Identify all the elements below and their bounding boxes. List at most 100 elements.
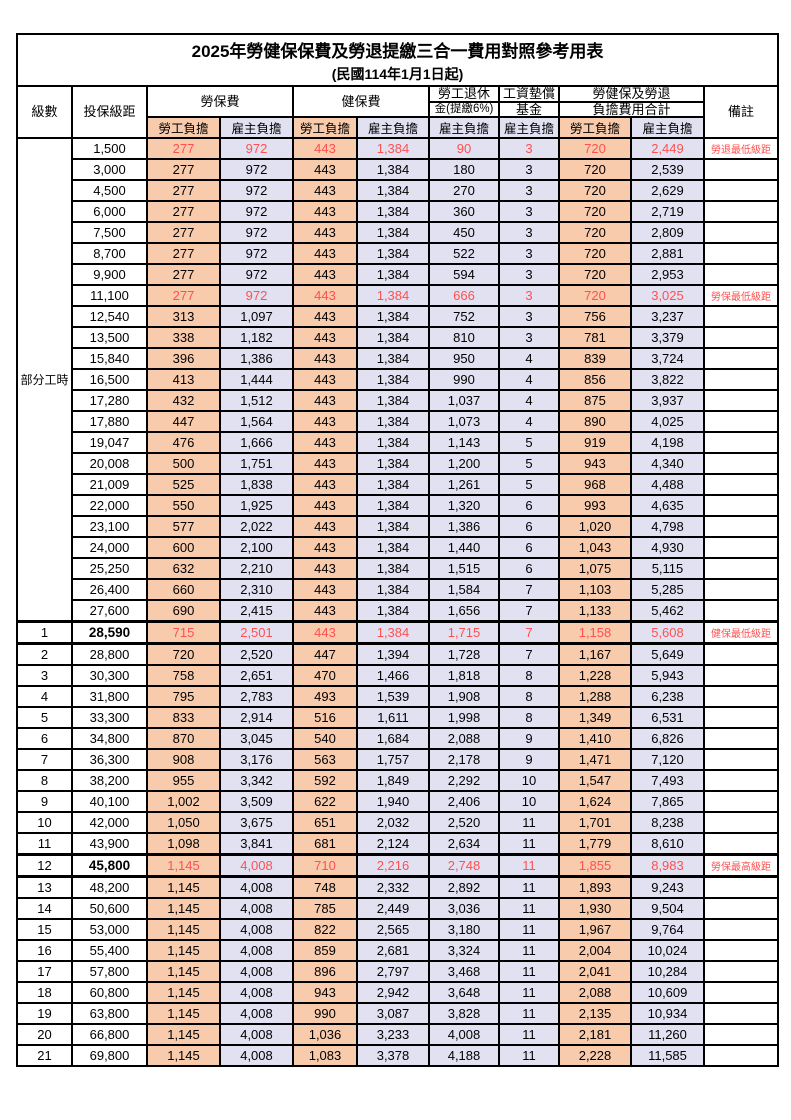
table-row: 10 42,000 1,050 3,675 651 2,032 2,520 11 1,701 8,… (16, 811, 780, 835)
health-employer-cell: 1,384 (356, 326, 430, 350)
total-employer-cell: 7,865 (630, 790, 705, 814)
table-row: 17 57,800 1,145 4,008 896 2,797 3,468 11 2,041 10… (16, 960, 780, 984)
labor-employee-cell: 955 (146, 769, 221, 793)
remark-cell (702, 748, 780, 772)
wage-fund-employer-cell: 8 (498, 664, 560, 688)
total-employer-cell: 2,953 (630, 263, 705, 287)
header-bracket: 投保級距 (71, 84, 148, 140)
labor-employer-cell: 3,045 (219, 727, 294, 751)
total-employee-cell: 1,158 (558, 620, 632, 646)
table-row: 24,000 600 2,100 443 1,384 1,440 6 1,043 4,930 (17, 536, 780, 560)
health-employer-cell: 2,216 (356, 853, 430, 879)
pension-employer-cell: 2,406 (428, 790, 500, 814)
labor-employer-cell: 3,675 (219, 811, 294, 835)
table-row: 7 36,300 908 3,176 563 1,757 2,178 9 1,471 7,120 (16, 748, 780, 772)
health-employee-cell: 443 (292, 389, 358, 413)
wage-fund-employer-cell: 9 (498, 727, 560, 751)
wage-fund-employer-cell: 4 (498, 410, 560, 434)
total-employee-cell: 1,167 (558, 642, 632, 667)
total-employer-cell: 2,719 (630, 200, 705, 224)
header-labor-group: 勞保費 (146, 84, 294, 119)
part-time-label: 部分工時 (16, 137, 73, 623)
pension-employer-cell: 3,828 (428, 1002, 500, 1026)
total-employer-cell: 6,238 (630, 685, 705, 709)
health-employer-cell: 2,942 (356, 981, 430, 1005)
total-employer-cell: 2,629 (630, 179, 705, 203)
table-row: 12,540 313 1,097 443 1,384 752 3 756 3,237 (17, 305, 780, 329)
bracket-cell: 30,300 (71, 664, 148, 688)
bracket-cell: 17,280 (71, 389, 148, 413)
health-employer-cell: 2,332 (356, 875, 430, 900)
health-employer-cell: 1,757 (356, 748, 430, 772)
table-body: 部分工時 1,500 277 972 443 1,384 90 3 720 2,449 勞退最低級距… (16, 137, 780, 1068)
health-employee-cell: 443 (292, 557, 358, 581)
health-employee-cell: 443 (292, 221, 358, 245)
pension-employer-cell: 1,073 (428, 410, 500, 434)
labor-employer-cell: 4,008 (219, 960, 294, 984)
total-employer-cell: 3,822 (630, 368, 705, 392)
level-cell: 5 (16, 706, 73, 730)
wage-fund-employer-cell: 3 (498, 158, 560, 182)
bracket-cell: 7,500 (71, 221, 148, 245)
table-row: 8 38,200 955 3,342 592 1,849 2,292 10 1,547 7,493 (16, 769, 780, 793)
pension-employer-cell: 4,008 (428, 1023, 500, 1047)
health-employee-cell: 622 (292, 790, 358, 814)
health-employee-cell: 443 (292, 452, 358, 476)
total-employer-cell: 4,930 (630, 536, 705, 560)
total-employer-cell: 11,260 (630, 1023, 705, 1047)
bracket-cell: 60,800 (71, 981, 148, 1005)
total-employee-cell: 890 (558, 410, 632, 434)
remark-cell (702, 727, 780, 751)
total-employee-cell: 2,004 (558, 939, 632, 963)
total-employee-cell: 1,855 (558, 853, 632, 879)
remark-cell (702, 664, 780, 688)
table-row: 17,280 432 1,512 443 1,384 1,037 4 875 3,937 (17, 389, 780, 413)
health-employee-cell: 859 (292, 939, 358, 963)
remark-cell (702, 200, 780, 224)
pension-employer-cell: 990 (428, 368, 500, 392)
total-employee-cell: 1,701 (558, 811, 632, 835)
total-employer-cell: 5,649 (630, 642, 705, 667)
total-employee-cell: 720 (558, 200, 632, 224)
health-employee-cell: 443 (292, 137, 358, 161)
header-note: 備註 (702, 84, 780, 140)
total-employee-cell: 839 (558, 347, 632, 371)
remark-cell (702, 431, 780, 455)
table-row: 27,600 690 2,415 443 1,384 1,656 7 1,133 5,462 (17, 599, 780, 623)
total-employer-cell: 4,635 (630, 494, 705, 518)
wage-fund-employer-cell: 8 (498, 685, 560, 709)
health-employer-cell: 1,384 (356, 368, 430, 392)
table-row: 18 60,800 1,145 4,008 943 2,942 3,648 11 2,088 10… (16, 981, 780, 1005)
remark-cell (702, 326, 780, 350)
bracket-cell: 48,200 (71, 875, 148, 900)
remark-cell (702, 599, 780, 623)
total-employee-cell: 919 (558, 431, 632, 455)
bracket-cell: 22,000 (71, 494, 148, 518)
health-employer-cell: 1,384 (356, 410, 430, 434)
health-employee-cell: 443 (292, 284, 358, 308)
bracket-cell: 4,500 (71, 179, 148, 203)
health-employee-cell: 493 (292, 685, 358, 709)
bracket-cell: 12,540 (71, 305, 148, 329)
labor-employee-cell: 313 (146, 305, 221, 329)
pension-employer-cell: 1,584 (428, 578, 500, 602)
table-row: 15,840 396 1,386 443 1,384 950 4 839 3,724 (17, 347, 780, 371)
header-total-employee: 勞工負擔 (558, 116, 632, 140)
bracket-cell: 45,800 (71, 853, 148, 879)
header-pension-employer: 雇主負擔 (428, 116, 500, 140)
wage-fund-employer-cell: 11 (498, 939, 560, 963)
table-row: 16,500 413 1,444 443 1,384 990 4 856 3,822 (17, 368, 780, 392)
total-employer-cell: 2,539 (630, 158, 705, 182)
labor-employer-cell: 1,666 (219, 431, 294, 455)
bracket-cell: 69,800 (71, 1044, 148, 1068)
health-employer-cell: 1,384 (356, 431, 430, 455)
health-employee-cell: 540 (292, 727, 358, 751)
remark-cell (702, 263, 780, 287)
level-cell: 20 (16, 1023, 73, 1047)
total-employer-cell: 2,809 (630, 221, 705, 245)
labor-employee-cell: 600 (146, 536, 221, 560)
health-employer-cell: 1,940 (356, 790, 430, 814)
health-employee-cell: 748 (292, 875, 358, 900)
pension-employer-cell: 752 (428, 305, 500, 329)
bracket-cell: 25,250 (71, 557, 148, 581)
